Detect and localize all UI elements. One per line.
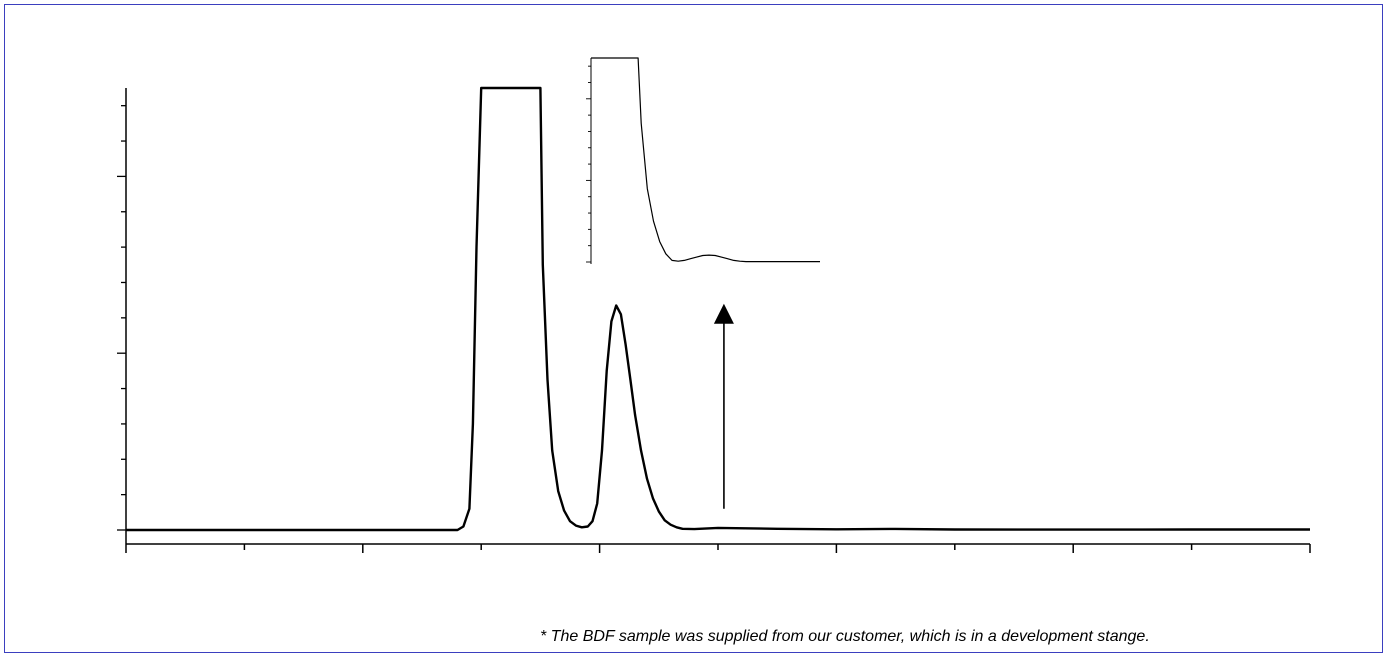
enlarged-view-arrowhead <box>714 304 734 324</box>
chromatogram-line <box>126 88 1310 530</box>
inset-plot <box>586 58 820 264</box>
footnote: * The BDF sample was supplied from our c… <box>540 628 1150 646</box>
inset-enlarged-line <box>591 58 820 262</box>
main-plot <box>117 88 1310 553</box>
